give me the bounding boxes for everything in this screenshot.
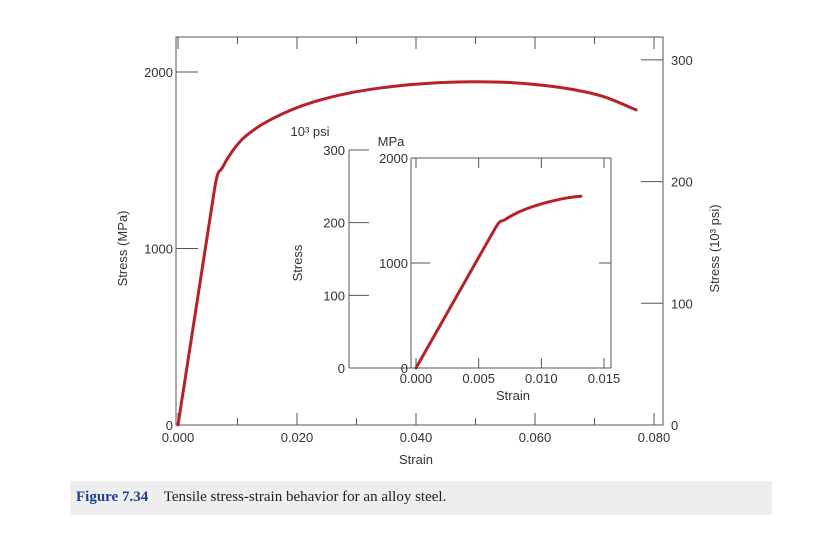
x-axis-label: Strain	[399, 452, 433, 467]
inset-x-tick-label: 0.005	[462, 371, 495, 386]
x-tick-label: 0.000	[162, 430, 195, 445]
inset-x-tick-label: 0.010	[525, 371, 558, 386]
inset-ksi-tick-label: 200	[323, 216, 345, 231]
inset-mpa-tick-label: 1000	[379, 256, 408, 271]
inset-x-tick-label: 0.000	[400, 371, 433, 386]
inset-mpa-tick-label: 0	[401, 361, 408, 376]
y-left-tick-label: 1000	[144, 242, 173, 257]
inset-ksi-tick-label: 100	[323, 288, 345, 303]
stress-strain-chart: 0.000 0.020 0.040 0.060 0.080Strain010002000…	[115, 36, 722, 467]
inset-mpa-tick-label: 2000	[379, 151, 408, 166]
inset-plot: 0.000 0.005 0.010 0.015 Strain 0 1000 2000 MPa 0 1…	[290, 124, 620, 403]
figure-label: Figure 7.34	[76, 489, 149, 505]
main-plot: 0.000 0.020 0.040 0.060 0.080Strain010002000…	[115, 36, 722, 467]
main-plot-frame	[175, 36, 664, 426]
inset-mpa-units: MPa	[378, 134, 406, 149]
y-right-tick-label: 100	[671, 296, 693, 311]
y-left-tick-label: 0	[166, 418, 173, 433]
inset-x-axis-label: Strain	[496, 388, 530, 403]
y-right-tick-label: 300	[671, 53, 693, 68]
inset-stress-strain-curve	[414, 194, 583, 370]
figure-caption-text: Tensile stress-strain behavior for an al…	[163, 489, 447, 505]
inset-x-tick-label: 0.015	[588, 371, 621, 386]
x-tick-label: 0.060	[519, 430, 552, 445]
x-tick-label: 0.040	[400, 430, 433, 445]
x-tick-label: 0.020	[281, 430, 314, 445]
inset-ksi-tick-label: 0	[338, 361, 345, 376]
y-right-tick-label: 200	[671, 175, 693, 190]
y-right-tick-label: 0	[671, 418, 678, 433]
y-left-tick-label: 2000	[144, 65, 173, 80]
main-stress-strain-curve	[176, 80, 638, 427]
inset-ksi-units: 10³ psi	[290, 124, 329, 139]
inset-y-axis-label: Stress	[290, 244, 305, 281]
inset-ksi-tick-label: 300	[323, 143, 345, 158]
figure-caption: Figure 7.34 Tensile stress-strain behavi…	[70, 481, 772, 515]
y-left-axis-label: Stress (MPa)	[115, 211, 130, 287]
y-right-axis-label: Stress (10³ psi)	[707, 204, 722, 292]
x-tick-label: 0.080	[638, 430, 671, 445]
